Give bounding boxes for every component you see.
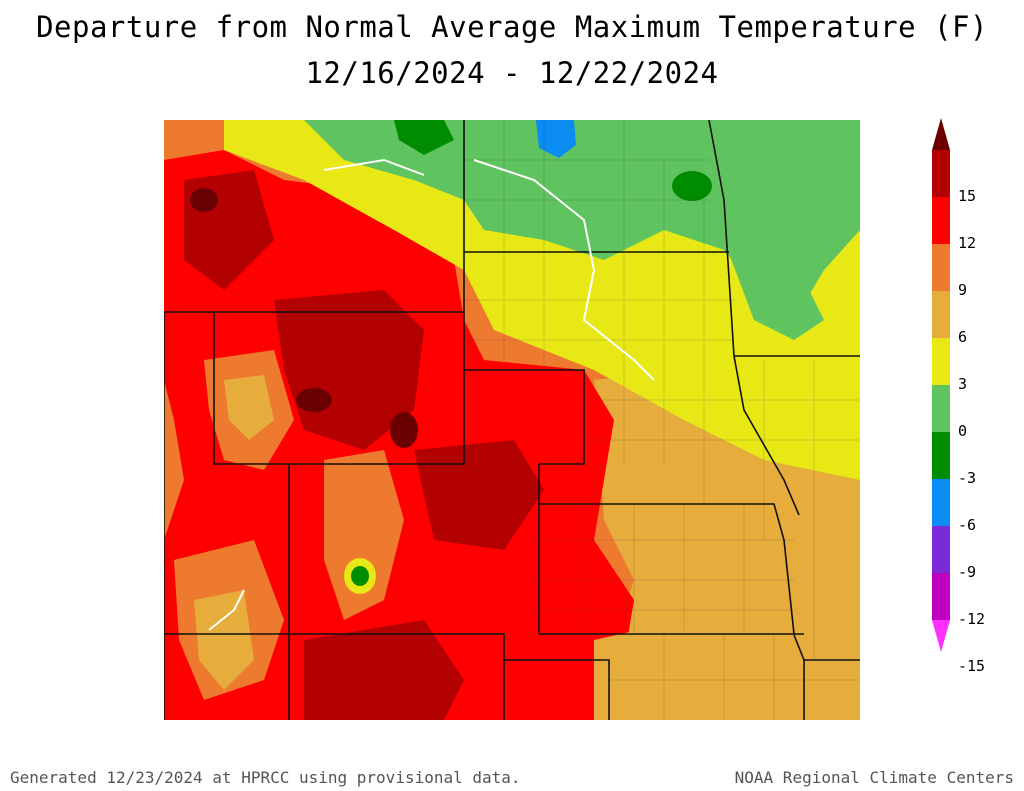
region-tan-south-central [594,620,724,720]
region-north-green [304,120,860,320]
colorbar-segment [932,432,950,479]
colorbar-arrow-bottom [932,620,950,652]
date-range-subtitle: 12/16/2024 - 12/22/2024 [305,56,719,90]
colorbar-segment [932,573,950,620]
region-green-east [724,240,824,340]
generated-note: Generated 12/23/2024 at HPRCC using prov… [10,768,521,787]
colorbar-segment [932,338,950,385]
region-darkgreen-spot [672,171,712,201]
colorbar-segment [932,479,950,526]
colorbar-segment [932,385,950,432]
colorbar-tick-label: -3 [958,469,977,487]
colorbar-arrow-top [932,118,950,150]
colorbar-tick-label: -15 [958,657,986,675]
colorbar-tick-label: 12 [958,234,977,252]
region-darkgreen-north [394,120,454,155]
colorbar-tick-label: 9 [958,281,968,299]
state-borders [164,120,860,720]
colorbar-segment [932,526,950,573]
hotspot-maroon-3 [190,188,218,212]
region-blue-north [536,120,576,158]
map-svg [164,120,860,720]
cool-spot-green [351,566,369,586]
colorbar-segment [932,244,950,291]
region-darkred-south [304,620,464,720]
temperature-colorbar [932,118,950,652]
region-darkred-colorado [414,440,544,550]
colorbar-tick-label: 15 [958,187,977,205]
hotspot-maroon-1 [296,388,332,412]
hotspot-maroon-2 [390,412,418,448]
rivers [208,158,655,631]
colorbar-segment [932,291,950,338]
colorbar-tick-label: -12 [958,610,986,628]
colorbar-segment [932,197,950,244]
region-tan-west [224,375,274,440]
region-tan-southwest [194,590,254,690]
map-title: Departure from Normal Average Maximum Te… [36,10,988,44]
colorbar-tick-label: -6 [958,516,977,534]
colorbar-tick-label: 6 [958,328,968,346]
agency-credit: NOAA Regional Climate Centers [734,768,1014,787]
colorbar-tick-label: 3 [958,375,968,393]
region-orange-center [324,450,404,620]
county-lines [464,120,860,720]
colorbar-segment [932,150,950,197]
colorbar-tick-label: -9 [958,563,977,581]
temperature-departure-map [164,120,860,720]
colorbar-tick-label: 0 [958,422,968,440]
